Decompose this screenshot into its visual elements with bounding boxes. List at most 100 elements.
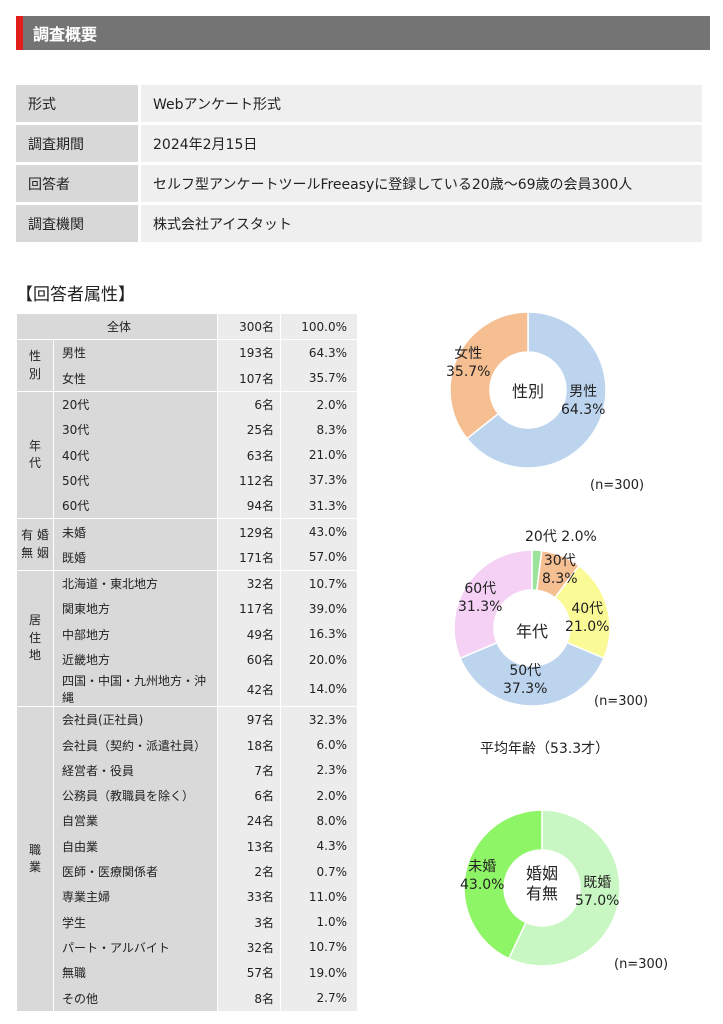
survey-row: 調査期間 2024年2月15日: [16, 125, 702, 162]
age-center-label: 年代: [515, 622, 548, 641]
table-row: 年代 20代 6名 2.0%: [16, 390, 358, 519]
total-percent: 100.0%: [280, 314, 358, 340]
marital-center-line-2: 有無: [525, 884, 558, 903]
attribute-percent: 16.3%: [280, 621, 358, 647]
table-row: 40代 63名 21.0%: [17, 442, 358, 468]
table-row: 近畿地方 60名 20.0%: [17, 646, 358, 673]
attribute-percent: 32.3%: [280, 706, 358, 733]
attribute-count: 57名: [217, 960, 281, 986]
attribute-count: 24名: [217, 808, 281, 834]
survey-key: 調査期間: [16, 125, 138, 162]
attribute-count: 49名: [217, 621, 281, 647]
attribute-label: 既婚: [53, 544, 218, 571]
age-label-30s: 30代 8.3%: [542, 553, 578, 588]
survey-value: 株式会社アイスタット: [138, 205, 702, 242]
attribute-count: 129名: [217, 518, 281, 545]
section-title: 調査概要: [33, 25, 98, 44]
attribute-label: 関東地方: [53, 596, 218, 622]
attribute-label: 自営業: [53, 808, 218, 834]
attribute-count: 97名: [217, 706, 281, 733]
survey-row: 形式 Webアンケート形式: [16, 85, 702, 122]
age-label-40s: 40代 21.0%: [565, 601, 610, 636]
attribute-label: パート・アルバイト: [53, 934, 218, 961]
total-count: 300名: [217, 314, 281, 340]
attribute-label: 自由業: [53, 833, 218, 859]
respondent-attributes-table: 全体 300名 100.0% 性別男性 193名 64.3% 女性 107名 35.7% 年代 20…: [16, 314, 358, 1011]
gender-slice-1: [449, 311, 529, 440]
attribute-count: 7名: [217, 757, 281, 784]
table-row: その他 8名 2.7%: [17, 985, 358, 1011]
attribute-label: 未婚: [53, 518, 218, 545]
age-slice-4: [453, 549, 533, 660]
table-row: 四国・中国・九州地方・沖縄 42名 14.0%: [17, 672, 358, 707]
attribute-label: 公務員（教職員を除く）: [53, 783, 218, 809]
attribute-count: 6名: [217, 390, 281, 418]
attribute-label: 女性: [53, 365, 218, 392]
table-row: 50代 112名 37.3%: [17, 467, 358, 494]
category-cell: 職業: [16, 706, 54, 1011]
category-cell: 年代: [16, 390, 54, 519]
attribute-label: 無職: [53, 960, 218, 986]
category-cell: 居住地: [16, 569, 54, 707]
attribute-percent: 21.0%: [280, 442, 358, 468]
table-row: 関東地方 117名 39.0%: [17, 596, 358, 622]
survey-value: 2024年2月15日: [138, 125, 702, 162]
age-slice-3: [459, 641, 605, 707]
attribute-count: 60名: [217, 646, 281, 673]
table-row: 性別男性 193名 64.3%: [16, 339, 358, 392]
attribute-count: 193名: [217, 339, 281, 366]
attribute-label: 中部地方: [53, 621, 218, 647]
age-sample-note: (n=300): [594, 694, 649, 709]
total-label: 全体: [16, 314, 218, 340]
attribute-label: 60代: [53, 493, 218, 519]
table-row: 30代 25名 8.3%: [17, 417, 358, 443]
attribute-label: 医師・医療関係者: [53, 858, 218, 885]
attribute-count: 6名: [217, 783, 281, 809]
attribute-label: 40代: [53, 442, 218, 468]
attribute-percent: 2.7%: [280, 985, 358, 1011]
attribute-percent: 2.3%: [280, 757, 358, 784]
category-cell: 有 婚無 姻: [16, 518, 54, 571]
attribute-count: 112名: [217, 467, 281, 494]
gender-donut-chart: [449, 311, 607, 469]
marital-slice-0: [507, 809, 621, 967]
attribute-label: 50代: [53, 467, 218, 494]
attribute-percent: 2.0%: [280, 783, 358, 809]
age-label-50s: 50代 37.3%: [503, 663, 548, 698]
marital-slice-1: [463, 809, 543, 960]
attribute-label: 四国・中国・九州地方・沖縄: [53, 672, 218, 707]
table-row: 会社員（契約・派遣社員） 18名 6.0%: [17, 732, 358, 758]
survey-row: 調査機関 株式会社アイスタット: [16, 205, 702, 242]
attribute-label: 北海道・東北地方: [53, 569, 218, 597]
attribute-count: 32名: [217, 934, 281, 961]
age-label-60s: 60代 31.3%: [458, 581, 503, 616]
age-donut-chart: [453, 549, 611, 707]
table-row: 自由業 13名 4.3%: [17, 833, 358, 859]
header-accent-bar: [16, 16, 23, 50]
attribute-percent: 10.7%: [280, 934, 358, 961]
table-row: 居住地北海道・東北地方 32名 10.7%: [16, 569, 358, 707]
attribute-label: 会社員(正社員): [53, 706, 218, 733]
attribute-percent: 11.0%: [280, 884, 358, 910]
attribute-count: 63名: [217, 442, 281, 468]
attribute-percent: 64.3%: [280, 339, 358, 366]
survey-value: セルフ型アンケートツールFreeasyに登録している20歳～69歳の会員300人: [138, 165, 702, 202]
attribute-count: 3名: [217, 909, 281, 935]
attribute-count: 107名: [217, 365, 281, 392]
attribute-percent: 14.0%: [280, 672, 358, 707]
attribute-count: 33名: [217, 884, 281, 910]
table-row: 医師・医療関係者 2名 0.7%: [17, 858, 358, 885]
table-row: 学生 3名 1.0%: [17, 909, 358, 935]
attribute-percent: 8.0%: [280, 808, 358, 834]
attribute-label: 30代: [53, 417, 218, 443]
attribute-percent: 39.0%: [280, 596, 358, 622]
attribute-percent: 57.0%: [280, 544, 358, 571]
attribute-percent: 20.0%: [280, 646, 358, 673]
attributes-title: 【回答者属性】: [16, 285, 135, 305]
attribute-count: 117名: [217, 596, 281, 622]
survey-key: 回答者: [16, 165, 138, 202]
attribute-percent: 31.3%: [280, 493, 358, 519]
attribute-percent: 35.7%: [280, 365, 358, 392]
marital-label-married: 既婚 57.0%: [575, 875, 620, 910]
table-row: 専業主婦 33名 11.0%: [17, 884, 358, 910]
